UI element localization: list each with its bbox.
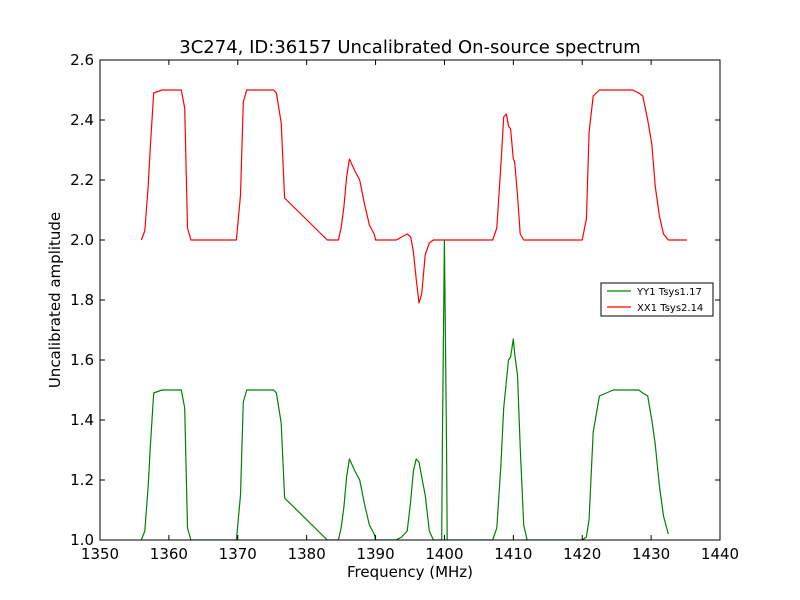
y-tick-label: 2.4 <box>70 111 94 129</box>
chart-title: 3C274, ID:36157 Uncalibrated On-source s… <box>179 37 640 58</box>
x-tick-label: 1410 <box>494 545 532 563</box>
x-tick-label: 1370 <box>219 545 257 563</box>
legend-label-yy1: YY1 Tsys1.17 <box>636 287 702 298</box>
series-layer <box>140 89 687 540</box>
x-tick-label: 1400 <box>425 545 463 563</box>
x-tick-label: 1380 <box>288 545 326 563</box>
y-tick-label: 1.2 <box>70 471 94 489</box>
x-tick-label: 1430 <box>632 545 670 563</box>
legend: YY1 Tsys1.17 XX1 Tsys2.14 <box>600 282 714 317</box>
y-tick-label: 1.6 <box>70 351 94 369</box>
y-tick-label: 2.2 <box>70 171 94 189</box>
x-axis: 1350 1360 1370 1380 1390 1400 1410 1420 1430 1440 <box>81 60 739 563</box>
x-tick-label: 1390 <box>356 545 394 563</box>
x-tick-label: 1360 <box>150 545 188 563</box>
x-tick-label: 1440 <box>701 545 739 563</box>
y-axis: 1.0 1.2 1.4 1.6 1.8 2.0 2.2 2.4 2.6 <box>70 51 720 549</box>
y-tick-label: 1.4 <box>70 411 94 429</box>
series-line-yy1 <box>140 239 669 540</box>
y-tick-label: 2.6 <box>70 51 94 69</box>
y-tick-label: 1.0 <box>70 531 94 549</box>
y-tick-label: 1.8 <box>70 291 94 309</box>
x-tick-label: 1420 <box>563 545 601 563</box>
legend-label-xx1: XX1 Tsys2.14 <box>637 303 703 314</box>
x-tick-label: 1350 <box>81 545 119 563</box>
y-tick-label: 2.0 <box>70 231 94 249</box>
series-line-xx1 <box>140 89 687 304</box>
legend-box <box>600 282 714 317</box>
y-axis-label: Uncalibrated amplitude <box>46 212 64 388</box>
x-axis-label: Frequency (MHz) <box>347 563 473 581</box>
